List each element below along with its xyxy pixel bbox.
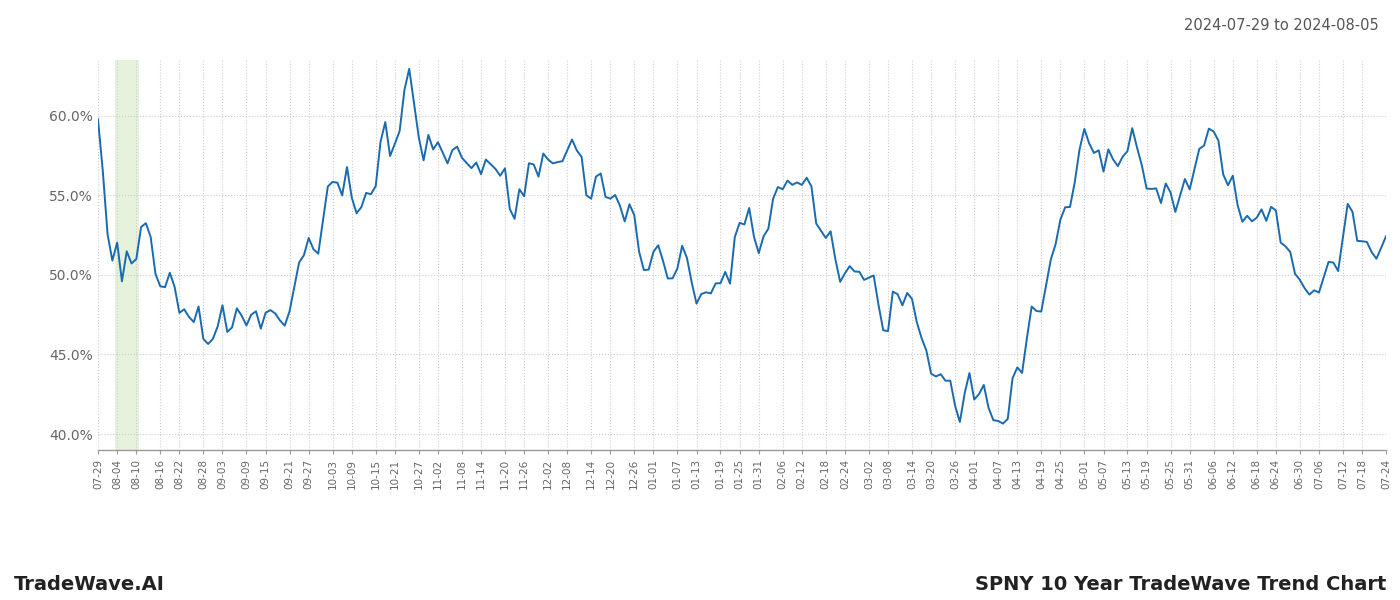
Text: SPNY 10 Year TradeWave Trend Chart: SPNY 10 Year TradeWave Trend Chart bbox=[974, 575, 1386, 594]
Text: 2024-07-29 to 2024-08-05: 2024-07-29 to 2024-08-05 bbox=[1184, 18, 1379, 33]
Bar bbox=[115, 60, 139, 450]
Text: TradeWave.AI: TradeWave.AI bbox=[14, 575, 165, 594]
